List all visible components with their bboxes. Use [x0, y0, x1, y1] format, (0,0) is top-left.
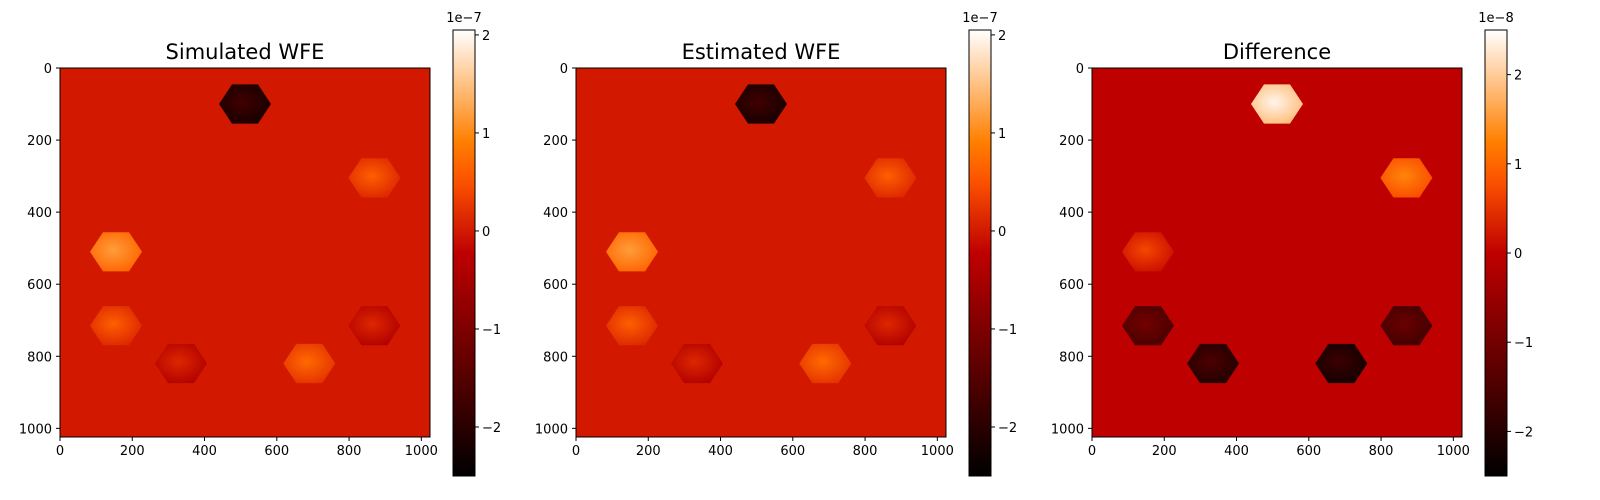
y-tick-label: 200 — [27, 134, 52, 149]
x-tick-label: 800 — [337, 444, 362, 459]
colorbar — [969, 30, 991, 476]
hex-segment — [348, 306, 401, 346]
y-tick-label: 400 — [543, 206, 568, 221]
y-tick-label: 0 — [1076, 62, 1084, 77]
x-tick-label: 800 — [1369, 444, 1394, 459]
colorbar — [1485, 30, 1507, 476]
colorbar-tick-label: 1 — [1514, 158, 1522, 173]
x-tick-label: 200 — [1152, 444, 1177, 459]
y-tick-label: 800 — [1059, 350, 1084, 365]
hex-segment — [1122, 232, 1174, 272]
hex-segment — [1187, 343, 1239, 384]
x-tick-label: 600 — [264, 444, 289, 459]
colorbar-tick-label: 1 — [998, 127, 1006, 142]
colorbar-tick-label: −2 — [482, 421, 501, 436]
x-tick-label: 400 — [192, 444, 217, 459]
x-tick-label: 600 — [1296, 444, 1321, 459]
hex-segment — [1380, 158, 1433, 198]
x-tick-label: 400 — [1224, 444, 1249, 459]
y-tick-label: 600 — [27, 278, 52, 293]
hex-segment — [799, 343, 852, 384]
colorbar-multiplier: 1e−7 — [962, 11, 997, 26]
y-tick-label: 0 — [44, 62, 52, 77]
y-tick-label: 200 — [1059, 134, 1084, 149]
hex-segment — [155, 343, 207, 384]
y-tick-label: 0 — [560, 62, 568, 77]
colorbar-tick-label: −2 — [1514, 425, 1533, 440]
x-tick-label: 0 — [572, 444, 580, 459]
hex-segment — [606, 306, 658, 346]
plot-frame — [59, 67, 431, 438]
hex-segment — [1380, 306, 1433, 346]
hex-segment — [864, 306, 917, 346]
hex-segment — [1315, 343, 1368, 384]
colorbar-tick-label: −1 — [1514, 336, 1533, 351]
hex-segment — [864, 158, 917, 198]
y-tick-label: 200 — [543, 134, 568, 149]
y-tick-label: 800 — [543, 350, 568, 365]
colorbar-tick-label: 0 — [1514, 247, 1522, 262]
panel-1: Simulated WFE 0 200 400 600 800 1000 0 200 400 600… — [19, 11, 501, 477]
x-tick-label: 1000 — [921, 444, 954, 459]
y-tick-label: 600 — [543, 278, 568, 293]
x-tick-label: 400 — [708, 444, 733, 459]
colorbar-tick-label: 0 — [482, 225, 490, 240]
colorbar-tick-label: 1 — [482, 127, 490, 142]
y-tick-label: 400 — [27, 206, 52, 221]
colorbar-tick-label: 0 — [998, 225, 1006, 240]
x-tick-label: 0 — [1088, 444, 1096, 459]
y-tick-label: 800 — [27, 350, 52, 365]
y-tick-label: 1000 — [19, 422, 52, 437]
colorbar-tick-label: −2 — [998, 421, 1017, 436]
colorbar-frame — [452, 29, 476, 477]
x-tick-label: 1000 — [1437, 444, 1470, 459]
colorbar-multiplier: 1e−7 — [446, 11, 481, 26]
colorbar — [453, 30, 475, 476]
plot-frame — [1091, 67, 1463, 438]
x-tick-label: 1000 — [405, 444, 438, 459]
hex-segment — [1122, 306, 1174, 346]
y-tick-label: 1000 — [1051, 422, 1084, 437]
hex-segment — [671, 343, 723, 384]
colorbar-tick-label: −1 — [998, 323, 1017, 338]
x-tick-label: 800 — [853, 444, 878, 459]
hex-segment — [90, 232, 142, 272]
x-tick-label: 200 — [636, 444, 661, 459]
hex-segment — [606, 232, 658, 272]
hex-segment — [735, 84, 787, 124]
y-tick-label: 600 — [1059, 278, 1084, 293]
colorbar-multiplier: 1e−8 — [1478, 11, 1513, 26]
colorbar-tick-label: 2 — [482, 29, 490, 44]
plot-frame — [575, 67, 947, 438]
x-tick-label: 0 — [56, 444, 64, 459]
x-tick-label: 600 — [780, 444, 805, 459]
x-tick-label: 200 — [120, 444, 145, 459]
hex-segment — [283, 343, 336, 384]
colorbar-tick-label: 2 — [998, 29, 1006, 44]
panel-3: Difference 0 200 400 600 800 1000 0 200 400 600 800… — [1051, 11, 1533, 477]
hex-segment — [90, 306, 142, 346]
chart-title: Estimated WFE — [682, 40, 841, 64]
hex-segment — [348, 158, 401, 198]
chart-title: Simulated WFE — [166, 40, 325, 64]
hex-segment — [1251, 84, 1303, 124]
colorbar-tick-label: 2 — [1514, 69, 1522, 84]
y-tick-label: 1000 — [535, 422, 568, 437]
y-tick-label: 400 — [1059, 206, 1084, 221]
chart-title: Difference — [1223, 40, 1331, 64]
colorbar-frame — [968, 29, 992, 477]
panel-2: Estimated WFE 0 200 400 600 800 1000 0 200 400 600… — [535, 11, 1017, 477]
hex-segment — [219, 84, 271, 124]
colorbar-tick-label: −1 — [482, 323, 501, 338]
